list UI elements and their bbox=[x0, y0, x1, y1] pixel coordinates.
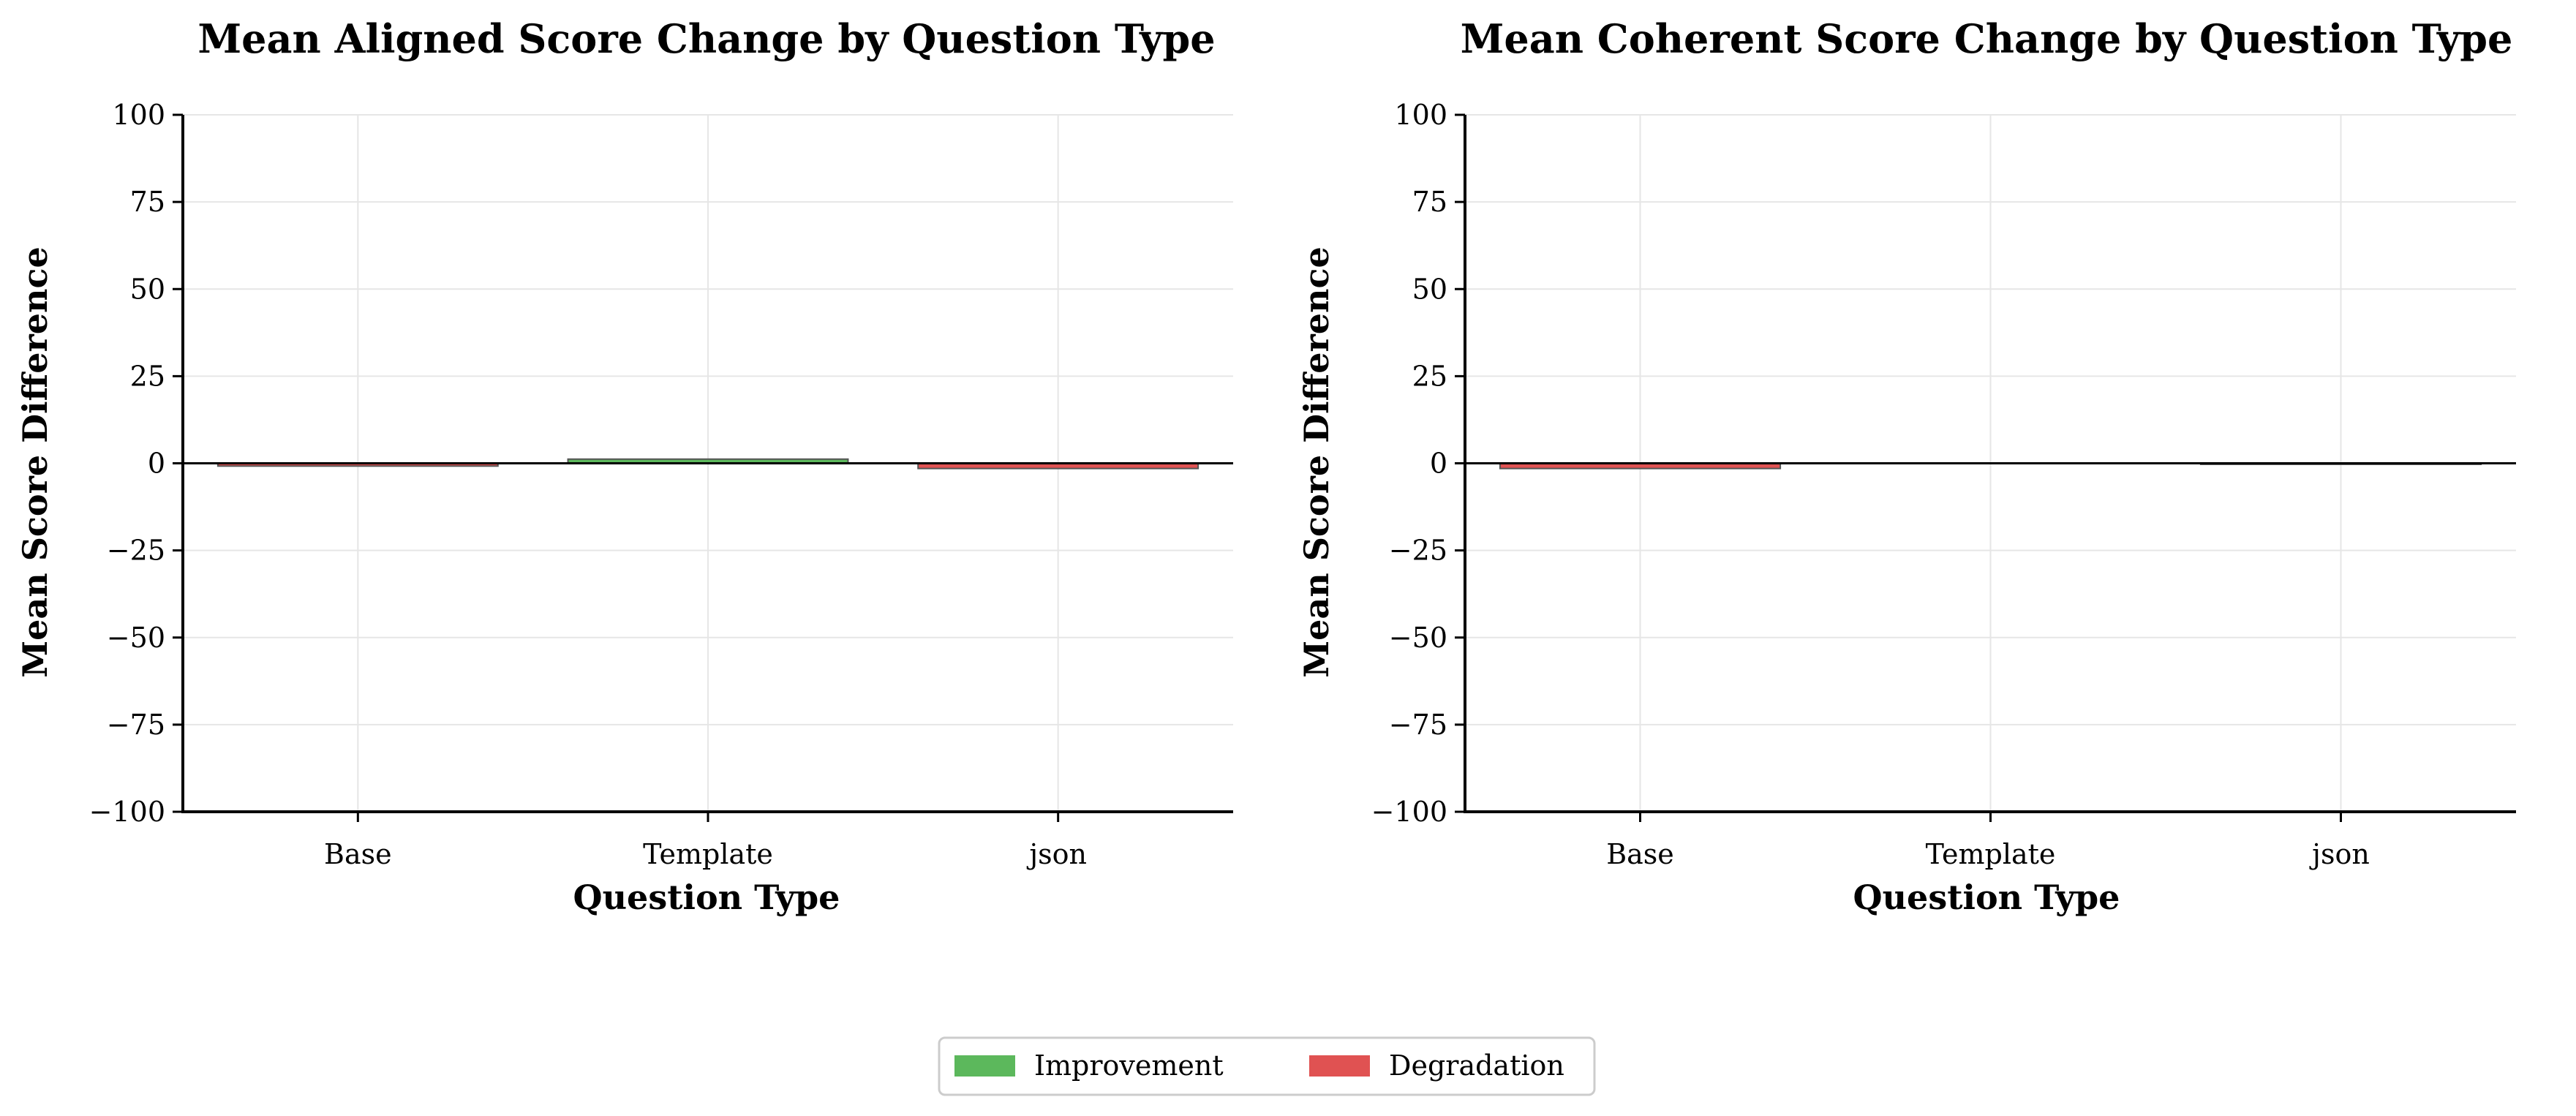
right-chart-title: Mean Coherent Score Change by Question T… bbox=[1461, 15, 2513, 62]
left-chart-ytick-label: 100 bbox=[112, 99, 165, 131]
right-chart-xtick-label: Base bbox=[1606, 838, 1674, 870]
left-chart-ytick-label: −100 bbox=[89, 796, 165, 828]
left-chart-ytick-label: −50 bbox=[107, 622, 165, 654]
left-chart-xlabel: Question Type bbox=[573, 878, 840, 917]
left-chart-ytick-label: −25 bbox=[107, 535, 165, 567]
right-chart-xtick-label: Template bbox=[1926, 838, 2056, 870]
right-chart-ytick-label: −100 bbox=[1371, 796, 1447, 828]
right-chart-ytick-label: −50 bbox=[1389, 622, 1447, 654]
right-chart-xtick-label: json bbox=[2309, 838, 2370, 870]
right-chart-panel: Mean Coherent Score Change by Question T… bbox=[1297, 15, 2516, 917]
legend-label-degradation: Degradation bbox=[1389, 1049, 1564, 1082]
right-chart-ytick-label: 0 bbox=[1430, 448, 1447, 480]
right-chart-ytick-label: 75 bbox=[1412, 186, 1447, 218]
left-chart-ytick-label: 50 bbox=[130, 273, 165, 305]
left-chart-xtick-label: Base bbox=[324, 838, 392, 870]
left-chart-xtick-label: Template bbox=[643, 838, 773, 870]
right-chart-ytick-label: −25 bbox=[1389, 535, 1447, 567]
right-chart-xlabel: Question Type bbox=[1853, 878, 2120, 917]
left-chart-ytick-label: 25 bbox=[130, 360, 165, 392]
legend-swatch-improvement bbox=[954, 1055, 1015, 1077]
left-chart-ytick-label: 75 bbox=[130, 186, 165, 218]
right-chart-ytick-label: −75 bbox=[1389, 709, 1447, 741]
left-chart-ylabel: Mean Score Difference bbox=[15, 246, 55, 678]
legend-label-improvement: Improvement bbox=[1034, 1049, 1224, 1082]
legend: Improvement Degradation bbox=[938, 1036, 1596, 1096]
left-chart-panel: Mean Aligned Score Change by Question Ty… bbox=[15, 15, 1233, 917]
right-chart-plot-area: 100 75 50 25 0 −25 −50 −75 −100 Base Template json bbox=[1371, 99, 2516, 870]
right-chart-ytick-label: 25 bbox=[1412, 360, 1447, 392]
right-chart-ytick-label: 50 bbox=[1412, 273, 1447, 305]
legend-swatch-degradation bbox=[1309, 1055, 1370, 1077]
right-chart-ytick-label: 100 bbox=[1394, 99, 1447, 131]
left-chart-ytick-label: −75 bbox=[107, 709, 165, 741]
left-chart-xtick-label: json bbox=[1026, 838, 1087, 870]
left-chart-plot-area: 100 75 50 25 0 −25 −50 −75 −100 Base Template json bbox=[89, 99, 1233, 870]
left-chart-ytick-label: 0 bbox=[148, 448, 165, 480]
legend-frame bbox=[938, 1036, 1596, 1096]
right-chart-ylabel: Mean Score Difference bbox=[1297, 246, 1336, 678]
left-chart-title: Mean Aligned Score Change by Question Ty… bbox=[197, 15, 1215, 62]
